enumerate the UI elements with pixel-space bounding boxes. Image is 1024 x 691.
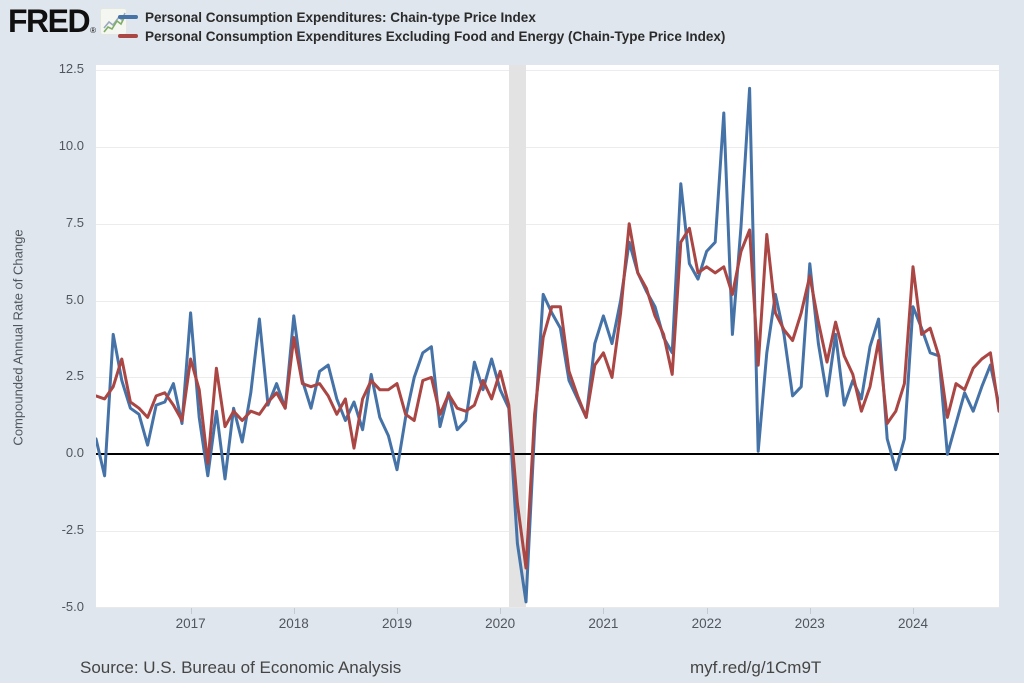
- footer-source-text: Source: U.S. Bureau of Economic Analysis: [80, 658, 402, 677]
- legend-label-pce: Personal Consumption Expenditures: Chain…: [145, 9, 536, 25]
- legend-label-core-pce: Personal Consumption Expenditures Exclud…: [145, 28, 726, 44]
- x-tick-label-2024: 2024: [897, 616, 929, 631]
- x-tick-label-2023: 2023: [794, 616, 825, 631]
- x-tick-mark-2021: [603, 608, 605, 614]
- y-tick-label--2.5: -2.5: [61, 522, 84, 538]
- y-tick-label-2.5: 2.5: [65, 368, 84, 384]
- y-tick-label-12.5: 12.5: [58, 61, 84, 76]
- y-tick-label-0.0: 0.0: [65, 445, 84, 461]
- bottom-margin: [0, 683, 1024, 691]
- x-tick-label-2022: 2022: [691, 616, 722, 631]
- x-tick-label-2017: 2017: [175, 616, 206, 631]
- registered-trademark-icon: ®: [90, 26, 97, 35]
- series-lines: [96, 86, 999, 604]
- x-tick-mark-2023: [809, 608, 811, 614]
- legend-swatch-core-pce: [118, 34, 138, 38]
- chart-plot-area: [96, 65, 999, 608]
- x-tick-mark-2018: [293, 608, 295, 614]
- y-tick-label-10.0: 10.0: [58, 137, 84, 153]
- gridline-y-7.5: [96, 223, 999, 225]
- gridline-y-2.5: [96, 377, 999, 379]
- gridline-y-12.5: [96, 70, 999, 71]
- series-line-0: [96, 86, 999, 604]
- fred-logo: FRED ®: [8, 3, 97, 39]
- legend-swatch-pce: [118, 15, 138, 19]
- gridline-y--2.5: [96, 531, 999, 533]
- chart-legend: Personal Consumption Expenditures: Chain…: [118, 8, 725, 46]
- x-tick-mark-2019: [397, 608, 398, 614]
- x-tick-label-2018: 2018: [278, 616, 309, 631]
- footer-short-url-link[interactable]: myf.red/g/1Cm9T: [690, 658, 822, 677]
- series-line-1: [96, 222, 999, 570]
- x-tick-mark-2024: [913, 608, 914, 614]
- fred-logo-text: FRED: [8, 3, 91, 39]
- y-tick-label-7.5: 7.5: [65, 214, 84, 230]
- gridline-y-10: [96, 146, 999, 148]
- x-tick-mark-2022: [706, 608, 708, 614]
- legend-item-pce: Personal Consumption Expenditures: Chain…: [118, 8, 725, 26]
- legend-item-core-pce: Personal Consumption Expenditures Exclud…: [118, 27, 725, 45]
- y-tick-label-5.0: 5.0: [65, 291, 84, 307]
- x-tick-label-2019: 2019: [381, 616, 413, 631]
- x-tick-mark-2017: [190, 608, 192, 614]
- x-tick-mark-2020: [500, 608, 502, 614]
- y-axis-title: Compounded Annual Rate of Change: [10, 229, 26, 446]
- x-tick-label-2020: 2020: [485, 616, 516, 631]
- y-tick-label--5.0: -5.0: [61, 599, 84, 614]
- x-tick-label-2021: 2021: [588, 616, 619, 631]
- zero-line: [96, 453, 999, 456]
